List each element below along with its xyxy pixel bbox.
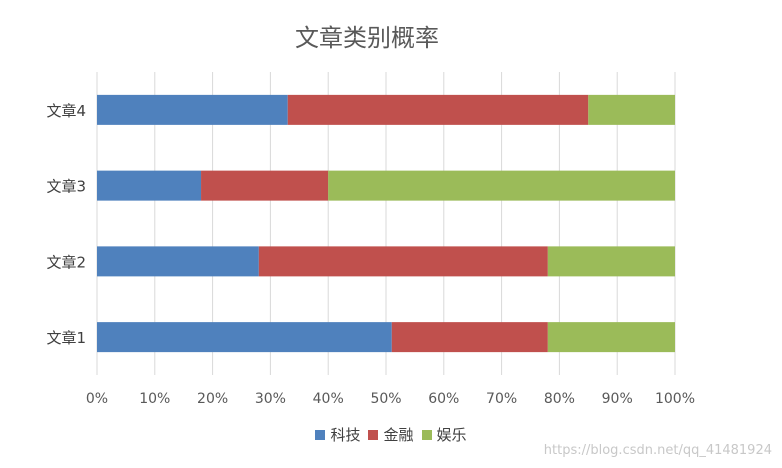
x-tick-label: 20% [197,391,228,407]
x-tick-label: 30% [255,391,286,407]
x-tick-label: 100% [655,391,695,407]
bar-entertainment [588,94,675,125]
legend-label-finance: 金融 [383,426,414,444]
bar-tech [97,170,202,201]
bar-entertainment [328,170,675,201]
x-tick-label: 40% [313,391,344,407]
legend-swatch-finance [368,429,379,440]
legend-item-finance: 金融 [368,424,414,445]
y-category-label: 文章3 [46,178,86,196]
x-tick-label: 50% [370,391,401,407]
x-tick-label: 10% [139,391,170,407]
legend-swatch-tech [315,429,326,440]
bar-tech [97,94,288,125]
x-tick-label: 90% [602,391,633,407]
chart-legend: 科技 金融 娱乐 [0,424,782,445]
bar-entertainment [547,322,675,353]
legend-label-entertainment: 娱乐 [436,426,467,444]
watermark: https://blog.csdn.net/qq_41481924 [543,443,772,458]
legend-swatch-entertainment [421,429,432,440]
legend-label-tech: 科技 [330,426,361,444]
bar-tech [97,246,259,277]
x-tick-label: 80% [544,391,575,407]
bar-finance [391,322,548,353]
legend-item-entertainment: 娱乐 [421,424,467,445]
x-tick-label: 70% [486,391,517,407]
bar-finance [201,170,329,201]
chart-title: 文章类别概率 [295,24,439,52]
y-category-label: 文章4 [46,102,86,120]
x-tick-label: 60% [428,391,459,407]
bar-finance [287,94,589,125]
bar-finance [258,246,548,277]
bar-entertainment [547,246,675,277]
x-tick-label: 0% [86,391,108,407]
y-category-label: 文章1 [46,329,86,347]
bar-tech [97,322,392,353]
y-category-label: 文章2 [46,253,86,271]
legend-item-tech: 科技 [315,424,360,445]
